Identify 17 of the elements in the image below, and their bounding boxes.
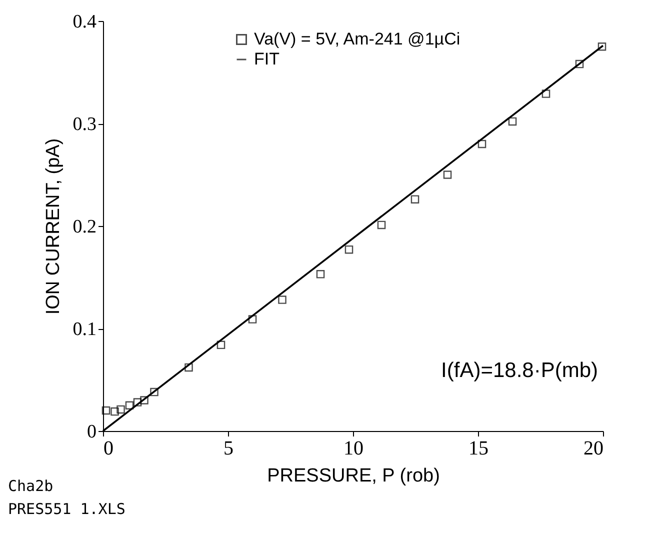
y-axis-title: ION CURRENT, (pA): [42, 138, 64, 315]
text: PRES551 1.XLS: [8, 500, 126, 518]
x-tick-label: 0: [104, 438, 114, 460]
y-tick-label: 0.3: [72, 114, 96, 135]
x-tick-label: 15: [468, 438, 488, 460]
legend-label: FIT: [254, 50, 280, 68]
y-tick-label: 0.4: [72, 12, 97, 32]
annotation: I(fA)=18.8·P(mb): [441, 359, 598, 382]
x-axis-title: PRESSURE, P (rob): [267, 466, 440, 486]
text: Cha2b: [8, 477, 54, 495]
legend-label: Va(V) = 5V, Am-241 @1µCi: [254, 30, 460, 48]
y-tick-label: 0: [87, 422, 96, 442]
x-tick-label: 10: [344, 438, 364, 460]
x-tick-label: 20: [584, 438, 604, 460]
x-tick-label: 5: [224, 438, 234, 460]
y-tick-label: 0.2: [72, 216, 96, 238]
y-tick-label: 0.1: [72, 319, 96, 340]
